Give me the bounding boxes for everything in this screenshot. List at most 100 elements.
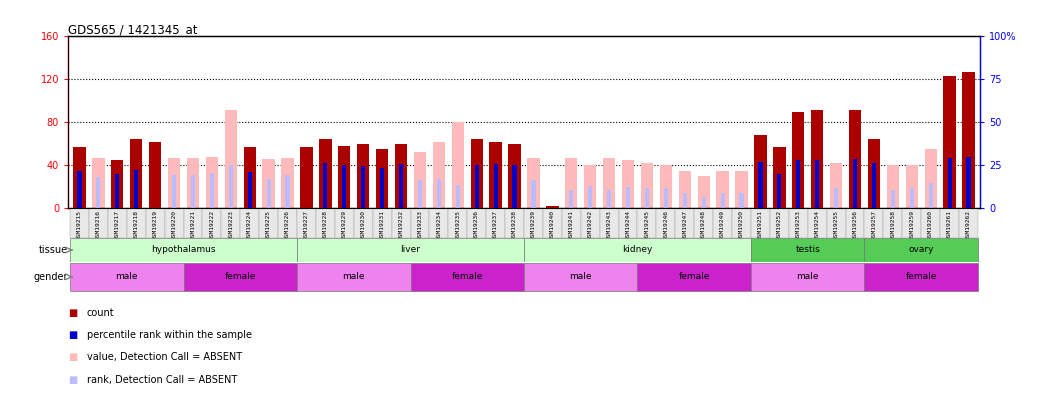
Bar bbox=[834, 188, 838, 208]
Text: GSM19259: GSM19259 bbox=[910, 210, 914, 240]
Bar bbox=[89, 208, 108, 238]
Bar bbox=[430, 208, 449, 238]
Text: GSM19224: GSM19224 bbox=[247, 210, 253, 240]
Text: GSM19252: GSM19252 bbox=[777, 210, 782, 240]
Bar bbox=[297, 208, 315, 238]
Text: GSM19240: GSM19240 bbox=[550, 210, 554, 240]
Bar bbox=[751, 208, 770, 238]
Bar bbox=[172, 175, 176, 208]
Bar bbox=[751, 239, 865, 262]
Text: male: male bbox=[115, 272, 138, 281]
Text: GSM19231: GSM19231 bbox=[379, 210, 385, 240]
Text: GSM19262: GSM19262 bbox=[966, 210, 971, 240]
Bar bbox=[584, 165, 596, 208]
Bar bbox=[165, 208, 183, 238]
Text: GSM19257: GSM19257 bbox=[872, 210, 876, 240]
Bar bbox=[70, 239, 297, 262]
Bar bbox=[524, 239, 751, 262]
Bar bbox=[966, 157, 970, 208]
Bar bbox=[660, 165, 672, 208]
Bar bbox=[285, 175, 289, 208]
Text: count: count bbox=[87, 308, 114, 318]
Text: GSM19232: GSM19232 bbox=[398, 210, 403, 240]
Text: GSM19219: GSM19219 bbox=[153, 210, 157, 240]
Bar bbox=[96, 177, 101, 208]
Bar bbox=[962, 72, 975, 208]
Bar bbox=[910, 188, 914, 208]
Bar bbox=[865, 239, 978, 262]
Bar bbox=[883, 208, 902, 238]
Bar bbox=[531, 180, 536, 208]
Bar bbox=[456, 185, 460, 208]
Text: rank, Detection Call = ABSENT: rank, Detection Call = ABSENT bbox=[87, 375, 237, 385]
Bar bbox=[243, 147, 256, 208]
Bar bbox=[947, 158, 952, 208]
Bar bbox=[92, 158, 105, 208]
Bar bbox=[297, 263, 411, 291]
Bar bbox=[475, 165, 479, 208]
Bar bbox=[362, 166, 366, 208]
Bar bbox=[679, 171, 691, 208]
Text: GSM19256: GSM19256 bbox=[852, 210, 857, 240]
Bar bbox=[78, 171, 82, 208]
Text: GSM19236: GSM19236 bbox=[474, 210, 479, 240]
Bar bbox=[486, 208, 505, 238]
Bar bbox=[755, 135, 766, 208]
Bar bbox=[902, 208, 921, 238]
Bar bbox=[713, 208, 733, 238]
Bar bbox=[943, 76, 956, 208]
Text: GSM19237: GSM19237 bbox=[494, 210, 498, 240]
Bar bbox=[335, 208, 354, 238]
Bar bbox=[736, 171, 747, 208]
Bar bbox=[789, 208, 808, 238]
Bar bbox=[562, 208, 581, 238]
Text: ■: ■ bbox=[68, 375, 78, 385]
Text: GSM19222: GSM19222 bbox=[210, 210, 215, 240]
Bar bbox=[494, 164, 498, 208]
Text: gender: gender bbox=[34, 272, 68, 282]
Bar bbox=[959, 208, 978, 238]
Text: GSM19230: GSM19230 bbox=[361, 210, 366, 240]
Bar bbox=[811, 109, 824, 208]
Bar bbox=[770, 208, 789, 238]
Text: GSM19216: GSM19216 bbox=[95, 210, 101, 240]
Bar bbox=[637, 263, 751, 291]
Bar bbox=[411, 263, 524, 291]
Bar bbox=[471, 139, 483, 208]
Text: GSM19227: GSM19227 bbox=[304, 210, 309, 240]
Bar bbox=[921, 208, 940, 238]
Bar bbox=[127, 208, 146, 238]
Bar bbox=[323, 163, 327, 208]
Bar bbox=[717, 171, 728, 208]
Text: GSM19249: GSM19249 bbox=[720, 210, 725, 240]
Bar bbox=[796, 160, 801, 208]
Bar bbox=[262, 159, 275, 208]
Bar bbox=[266, 179, 270, 208]
Text: GSM19229: GSM19229 bbox=[342, 210, 347, 240]
Text: GSM19246: GSM19246 bbox=[663, 210, 669, 240]
Bar bbox=[872, 163, 876, 208]
Bar bbox=[70, 208, 89, 238]
Text: GSM19242: GSM19242 bbox=[588, 210, 593, 240]
Bar bbox=[380, 168, 385, 208]
Text: female: female bbox=[678, 272, 709, 281]
Bar bbox=[449, 208, 467, 238]
Bar bbox=[645, 188, 649, 208]
Bar bbox=[411, 208, 430, 238]
Bar bbox=[418, 180, 422, 208]
Bar bbox=[278, 208, 297, 238]
Text: male: male bbox=[343, 272, 365, 281]
Bar bbox=[130, 139, 143, 208]
Text: GSM19220: GSM19220 bbox=[172, 210, 176, 240]
Bar bbox=[733, 208, 751, 238]
Bar bbox=[581, 208, 599, 238]
Bar bbox=[792, 112, 805, 208]
Bar bbox=[205, 157, 218, 208]
Text: GSM19239: GSM19239 bbox=[531, 210, 536, 240]
Bar bbox=[751, 263, 865, 291]
Bar bbox=[924, 149, 937, 208]
Text: male: male bbox=[569, 272, 592, 281]
Bar bbox=[846, 208, 865, 238]
Bar bbox=[524, 208, 543, 238]
Bar bbox=[546, 206, 559, 208]
